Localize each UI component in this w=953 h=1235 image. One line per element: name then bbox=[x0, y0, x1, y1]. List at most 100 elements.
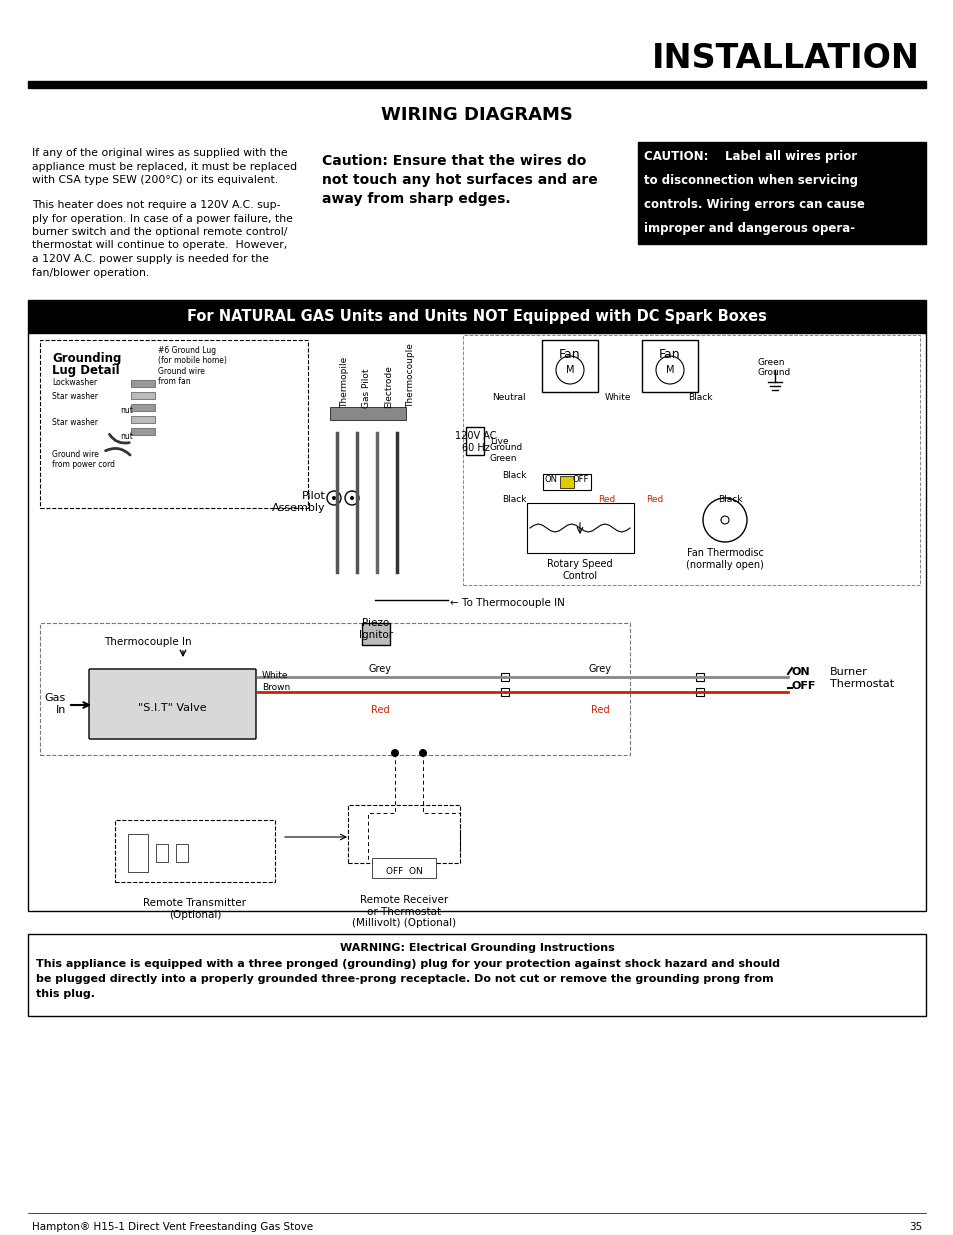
Bar bbox=[131, 416, 154, 424]
Text: Gas
In: Gas In bbox=[45, 693, 66, 715]
Bar bbox=[542, 474, 590, 490]
Text: 120V AC
60 Hz: 120V AC 60 Hz bbox=[455, 431, 497, 452]
Bar bbox=[28, 300, 925, 333]
Text: WIRING DIAGRAMS: WIRING DIAGRAMS bbox=[380, 106, 573, 124]
Text: Piezo
Ignitor: Piezo Ignitor bbox=[358, 618, 393, 640]
Bar bbox=[28, 82, 925, 88]
Text: Ground
Green: Ground Green bbox=[490, 443, 522, 463]
Text: Red: Red bbox=[590, 705, 609, 715]
Bar bbox=[500, 673, 509, 680]
Text: Grey: Grey bbox=[588, 664, 611, 674]
Text: improper and dangerous opera-: improper and dangerous opera- bbox=[643, 222, 854, 235]
Text: ON: ON bbox=[544, 475, 558, 484]
Circle shape bbox=[720, 516, 728, 524]
Text: nut: nut bbox=[120, 432, 132, 441]
Bar bbox=[40, 622, 629, 755]
Bar bbox=[115, 820, 274, 882]
Text: 35: 35 bbox=[908, 1221, 921, 1233]
Bar bbox=[128, 834, 148, 872]
Text: Red: Red bbox=[646, 495, 663, 505]
Bar bbox=[559, 475, 574, 488]
Bar bbox=[500, 688, 509, 697]
Text: nut: nut bbox=[120, 406, 132, 415]
Text: This heater does not require a 120V A.C. sup-: This heater does not require a 120V A.C.… bbox=[32, 200, 280, 210]
Circle shape bbox=[332, 496, 335, 500]
Bar bbox=[131, 429, 154, 435]
Text: This appliance is equipped with a three pronged (grounding) plug for your protec: This appliance is equipped with a three … bbox=[36, 960, 780, 969]
Bar bbox=[330, 408, 406, 420]
Text: Lug Detail: Lug Detail bbox=[52, 364, 119, 377]
Text: Remote Receiver
or Thermostat
(Millivolt) (Optional): Remote Receiver or Thermostat (Millivolt… bbox=[352, 895, 456, 929]
Text: Star washer: Star washer bbox=[52, 391, 98, 401]
Text: this plug.: this plug. bbox=[36, 989, 95, 999]
Text: a 120V A.C. power supply is needed for the: a 120V A.C. power supply is needed for t… bbox=[32, 254, 269, 264]
Text: controls. Wiring errors can cause: controls. Wiring errors can cause bbox=[643, 198, 864, 211]
Text: ON: ON bbox=[791, 667, 810, 677]
Bar bbox=[131, 391, 154, 399]
Bar bbox=[156, 844, 168, 862]
Bar bbox=[175, 844, 188, 862]
Text: "S.I.T" Valve: "S.I.T" Valve bbox=[137, 703, 206, 713]
FancyBboxPatch shape bbox=[89, 669, 255, 739]
Bar bbox=[526, 503, 634, 553]
Text: Thermocouple: Thermocouple bbox=[406, 343, 416, 408]
Text: Rotary Speed
Control: Rotary Speed Control bbox=[547, 559, 612, 580]
Text: For NATURAL GAS Units and Units NOT Equipped with DC Spark Boxes: For NATURAL GAS Units and Units NOT Equi… bbox=[187, 310, 766, 325]
Text: Neutral: Neutral bbox=[492, 394, 525, 403]
Text: thermostat will continue to operate.  However,: thermostat will continue to operate. How… bbox=[32, 241, 287, 251]
Text: Fan: Fan bbox=[558, 348, 580, 362]
Bar bbox=[541, 340, 598, 391]
Text: White: White bbox=[604, 394, 631, 403]
Text: Ground wire
from power cord: Ground wire from power cord bbox=[52, 450, 115, 469]
Bar bbox=[40, 340, 308, 508]
Text: not touch any hot surfaces and are: not touch any hot surfaces and are bbox=[322, 173, 598, 186]
Text: Red: Red bbox=[371, 705, 389, 715]
Text: Remote Transmitter
(Optional): Remote Transmitter (Optional) bbox=[143, 898, 246, 920]
Bar bbox=[696, 688, 703, 697]
Text: Black: Black bbox=[717, 495, 741, 505]
Bar bbox=[641, 340, 698, 391]
Text: OFF: OFF bbox=[791, 680, 816, 692]
Text: M: M bbox=[665, 366, 674, 375]
Bar bbox=[361, 622, 390, 645]
Text: If any of the original wires as supplied with the: If any of the original wires as supplied… bbox=[32, 148, 287, 158]
Text: #6 Ground Lug
(for mobile home)
Ground wire
from fan: #6 Ground Lug (for mobile home) Ground w… bbox=[158, 346, 227, 387]
Text: Fan Thermodisc
(normally open): Fan Thermodisc (normally open) bbox=[685, 548, 763, 569]
Text: OFF: OFF bbox=[573, 475, 589, 484]
Bar bbox=[131, 404, 154, 411]
Text: Hampton® H15-1 Direct Vent Freestanding Gas Stove: Hampton® H15-1 Direct Vent Freestanding … bbox=[32, 1221, 313, 1233]
Text: WARNING: Electrical Grounding Instructions: WARNING: Electrical Grounding Instructio… bbox=[339, 944, 614, 953]
Text: Thermocouple In: Thermocouple In bbox=[104, 637, 192, 647]
Text: OFF  ON: OFF ON bbox=[385, 867, 422, 876]
Bar bbox=[462, 335, 919, 585]
Text: CAUTION:    Label all wires prior: CAUTION: Label all wires prior bbox=[643, 149, 856, 163]
Text: Fan: Fan bbox=[659, 348, 680, 362]
Circle shape bbox=[391, 748, 398, 757]
Text: to disconnection when servicing: to disconnection when servicing bbox=[643, 174, 857, 186]
Text: INSTALLATION: INSTALLATION bbox=[651, 42, 919, 74]
Text: Electrode: Electrode bbox=[384, 366, 393, 408]
Text: fan/blower operation.: fan/blower operation. bbox=[32, 268, 149, 278]
Text: Black: Black bbox=[687, 394, 712, 403]
Circle shape bbox=[350, 496, 354, 500]
Text: White: White bbox=[262, 671, 288, 679]
Bar bbox=[131, 380, 154, 387]
Text: Thermopile: Thermopile bbox=[340, 357, 349, 408]
Circle shape bbox=[418, 748, 427, 757]
Bar bbox=[348, 805, 459, 863]
Text: Thermostat: Thermostat bbox=[829, 679, 893, 689]
Text: Black: Black bbox=[501, 495, 526, 505]
Text: M: M bbox=[565, 366, 574, 375]
Bar bbox=[696, 673, 703, 680]
Text: Live: Live bbox=[490, 436, 508, 446]
Text: Grey: Grey bbox=[368, 664, 391, 674]
Text: burner switch and the optional remote control/: burner switch and the optional remote co… bbox=[32, 227, 287, 237]
Text: Black: Black bbox=[501, 472, 526, 480]
Text: away from sharp edges.: away from sharp edges. bbox=[322, 191, 510, 206]
Bar bbox=[465, 427, 483, 454]
Text: ← To Thermocouple IN: ← To Thermocouple IN bbox=[450, 598, 564, 608]
Text: Lockwasher: Lockwasher bbox=[52, 378, 97, 387]
Bar bbox=[372, 858, 436, 878]
Text: ply for operation. In case of a power failure, the: ply for operation. In case of a power fa… bbox=[32, 214, 293, 224]
Text: Brown: Brown bbox=[262, 683, 290, 692]
